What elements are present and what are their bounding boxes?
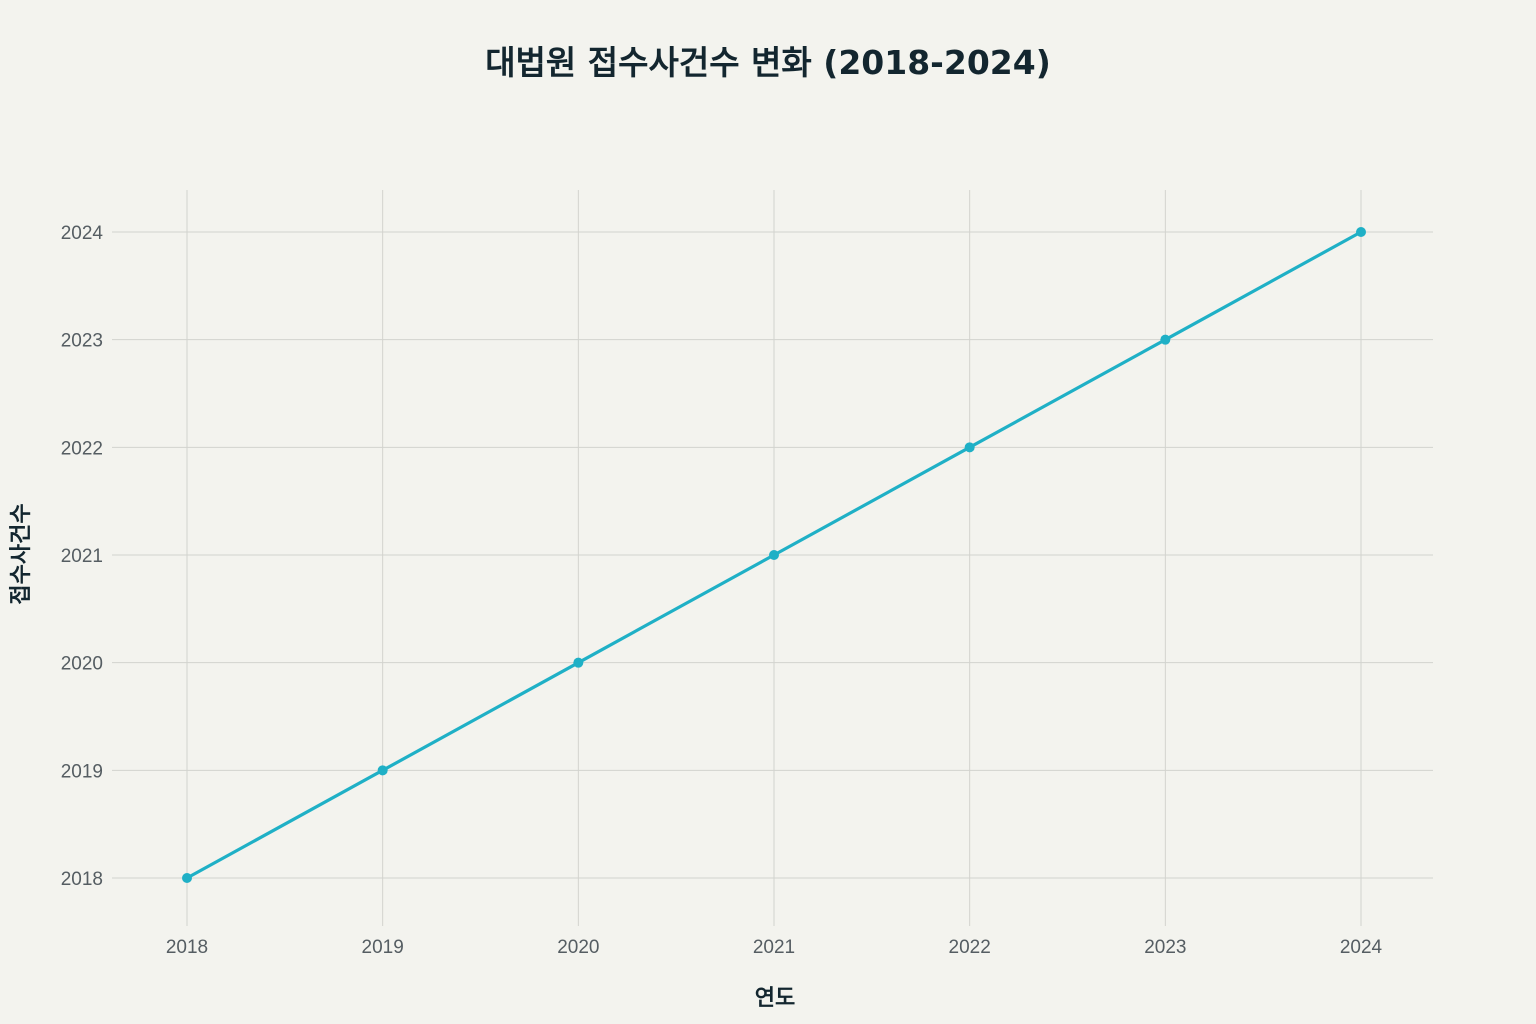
data-point [377,765,388,776]
x-axis-ticks: 2018 2019 2020 2021 2022 2023 2024 [166,937,1383,958]
x-axis-title: 연도 [755,986,795,1011]
grid-layer [112,190,1433,926]
series-layer [182,227,1366,883]
x-tick-label: 2022 [949,937,991,958]
data-point [182,873,192,883]
y-axis-ticks: 2018 2019 2020 2021 2022 2023 2024 [61,223,104,890]
y-tick-label: 2019 [61,761,103,782]
data-point [573,657,584,668]
y-axis-title: 접수사건수 [9,503,34,604]
x-tick-label: 2024 [1340,937,1383,958]
y-tick-label: 2022 [61,438,103,459]
x-tick-label: 2023 [1144,937,1186,958]
data-point [1160,334,1171,345]
x-tick-label: 2021 [753,937,795,958]
y-tick-label: 2023 [61,331,103,352]
data-point [964,442,975,453]
x-tick-label: 2019 [362,937,404,958]
chart-title: 대법원 접수사건수 변화 (2018-2024) [485,43,1051,82]
y-tick-label: 2021 [61,546,103,567]
x-tick-label: 2018 [166,937,208,958]
y-tick-label: 2024 [61,223,104,244]
y-tick-label: 2018 [61,869,103,890]
data-point [1356,227,1366,237]
data-point [769,550,779,560]
y-tick-label: 2020 [61,654,103,675]
x-tick-label: 2020 [557,937,599,958]
